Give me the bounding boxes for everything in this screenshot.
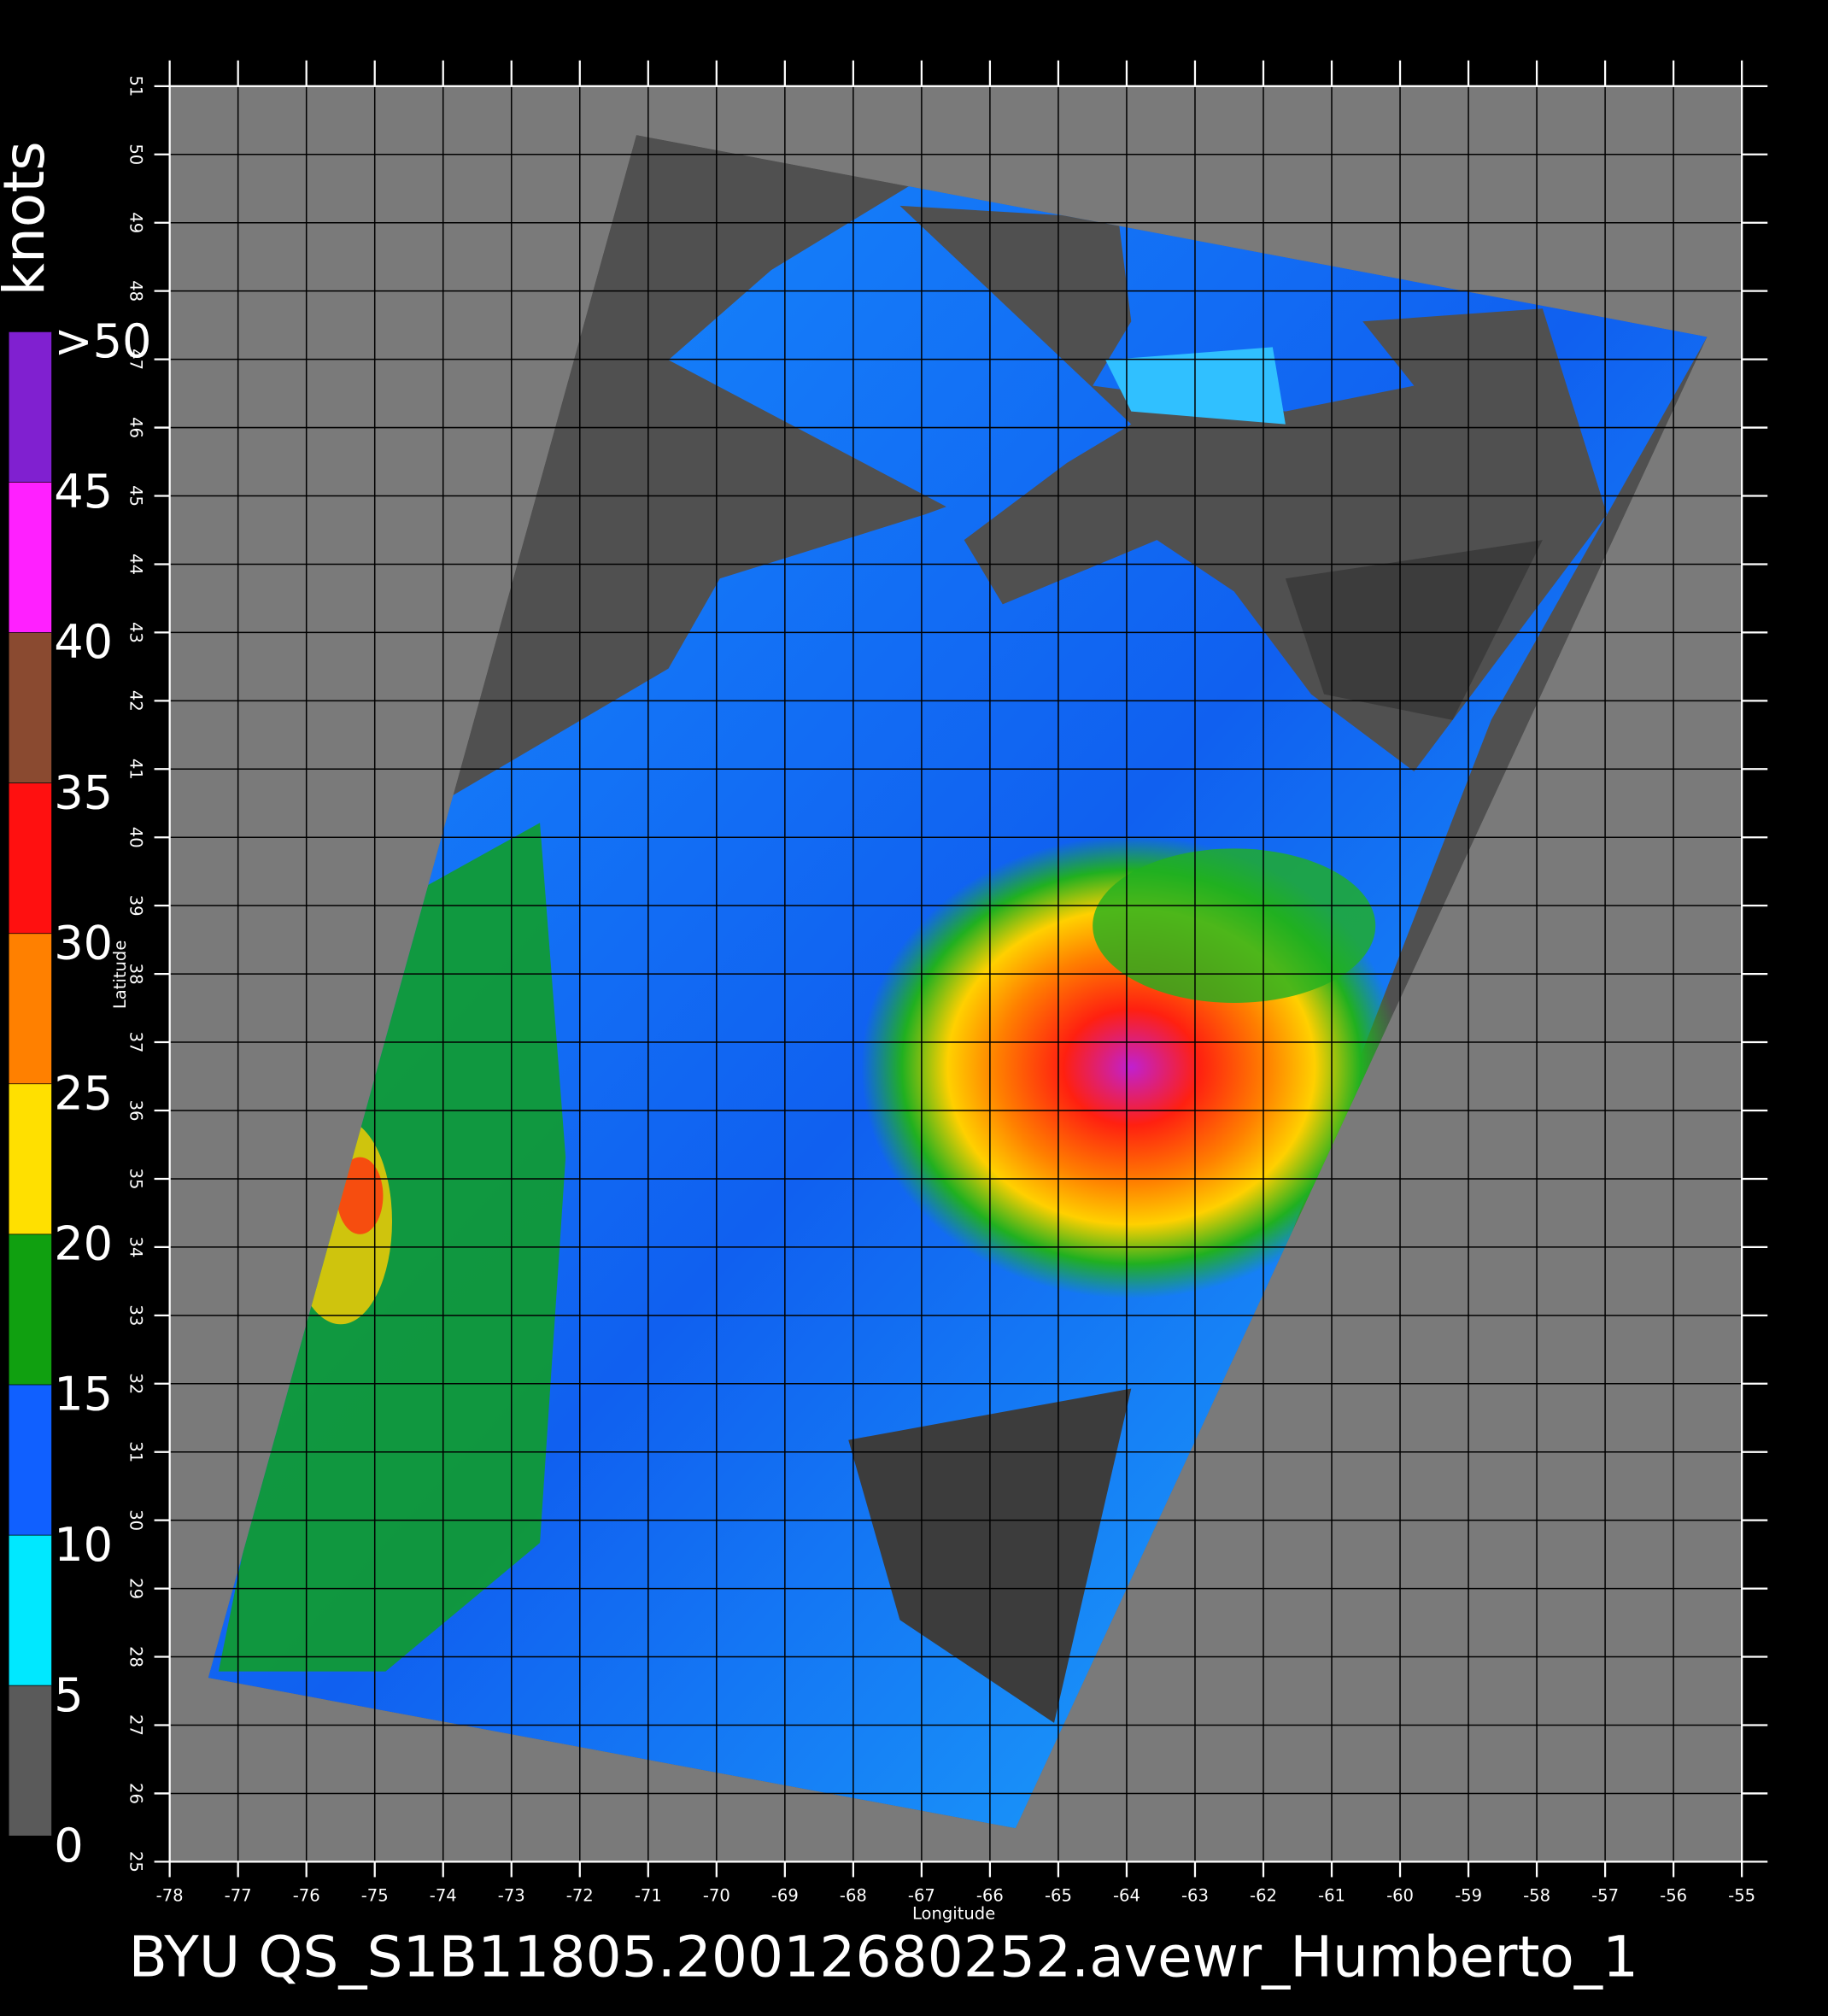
y-tick-label: 25: [126, 1851, 146, 1872]
colorbar-segment: [9, 782, 52, 934]
x-tick-label: -63: [1181, 1886, 1209, 1906]
y-tick-label: 30: [126, 1509, 146, 1531]
x-tick-label: -58: [1523, 1886, 1550, 1906]
colorbar-segment: [9, 1685, 52, 1837]
colorbar-segment: [9, 632, 52, 783]
y-tick-label: 35: [126, 1169, 146, 1190]
x-tick-label: -67: [908, 1886, 935, 1906]
y-tick-label: 41: [126, 759, 146, 780]
axes: -78 -77 -76 -75 -74 -73 -72 -71 -70 -69 -68 -67 -66 -…: [126, 60, 1768, 1906]
x-tick-label: -57: [1591, 1886, 1619, 1906]
colorbar-tick-label: 20: [54, 1217, 113, 1271]
x-tick-label: -70: [703, 1886, 730, 1906]
x-tick-label: -60: [1386, 1886, 1414, 1906]
y-tick-label: 28: [126, 1646, 146, 1667]
grid: [168, 85, 1743, 1863]
y-tick-label: 39: [126, 895, 146, 917]
colorbar-segment: [9, 331, 52, 483]
colorbar-segment: [9, 1083, 52, 1234]
colorbar-tick-label: 15: [54, 1368, 113, 1421]
x-tick-label: -62: [1250, 1886, 1277, 1906]
x-tick-label: -55: [1728, 1886, 1755, 1906]
x-tick-label: -56: [1660, 1886, 1687, 1906]
x-tick-label: -72: [566, 1886, 594, 1906]
x-tick-label: -65: [1045, 1886, 1072, 1906]
x-tick-label: -61: [1318, 1886, 1345, 1906]
colorbar-segment: [9, 482, 52, 633]
y-tick-label: 51: [126, 75, 146, 97]
colorbar-tick-label: 0: [54, 1819, 83, 1872]
x-tick-label: -66: [976, 1886, 1004, 1906]
y-tick-label: 33: [126, 1304, 146, 1326]
y-tick-label: 48: [126, 280, 146, 302]
colorbar-tick-label: 10: [54, 1518, 113, 1572]
x-tick-label: -74: [430, 1886, 457, 1906]
x-tick-label: -59: [1455, 1886, 1482, 1906]
x-tick-label: -71: [635, 1886, 662, 1906]
swath: [208, 135, 1708, 1829]
y-tick-label: 31: [126, 1441, 146, 1462]
y-axis-label: Latitude: [110, 941, 130, 1009]
y-tick-label: 36: [126, 1100, 146, 1122]
x-tick-label: -73: [498, 1886, 525, 1906]
x-tick-label: -69: [771, 1886, 799, 1906]
colorbar-segment: [9, 933, 52, 1084]
y-tick-label: 29: [126, 1578, 146, 1599]
colorbar-tick-label: 45: [54, 465, 113, 519]
x-tick-label: -64: [1113, 1886, 1140, 1906]
colorbar: 0 5 10 15 20 25 30 35 40 45 >50: [9, 314, 152, 1872]
x-tick-label: -76: [293, 1886, 320, 1906]
x-axis-label: Longitude: [912, 1904, 995, 1924]
y-tick-label: 49: [126, 212, 146, 233]
colorbar-segment: [9, 1234, 52, 1385]
colorbar-tick-label: 35: [54, 765, 113, 819]
x-tick-label: -75: [361, 1886, 389, 1906]
colorbar-segment: [9, 1535, 52, 1686]
colorbar-tick-label: 30: [54, 916, 113, 970]
y-tick-label: 44: [126, 554, 146, 575]
colorbar-tick-label: 40: [54, 615, 113, 669]
x-tick-label: -77: [225, 1886, 252, 1906]
colorbar-tick-label: 5: [54, 1668, 83, 1722]
y-tick-label: 26: [126, 1783, 146, 1804]
y-tick-label: 50: [126, 144, 146, 165]
y-tick-label: 40: [126, 827, 146, 848]
y-tick-label: 47: [126, 349, 146, 370]
y-tick-label: 43: [126, 622, 146, 643]
colorbar-title: knots: [0, 141, 57, 296]
y-tick-label: 45: [126, 485, 146, 507]
y-tick-label: 34: [126, 1236, 146, 1257]
chart-title: BYU QS_S1B11805.20012680252.avewr_Humber…: [128, 1924, 1638, 1990]
y-tick-label: 46: [126, 417, 146, 438]
colorbar-segment: [9, 1384, 52, 1536]
colorbar-tick-label: >50: [54, 314, 151, 368]
y-tick-label: 32: [126, 1373, 146, 1394]
x-tick-label: -68: [840, 1886, 867, 1906]
y-tick-label: 42: [126, 690, 146, 712]
y-tick-label: 38: [126, 964, 146, 985]
plot: -78 -77 -76 -75 -74 -73 -72 -71 -70 -69 -68 -67 -66 -…: [0, 60, 1768, 1990]
plot-frame: [168, 85, 1743, 1863]
y-tick-label: 27: [126, 1714, 146, 1736]
colorbar-tick-label: 25: [54, 1066, 113, 1120]
y-tick-label: 37: [126, 1032, 146, 1053]
x-tick-label: -78: [156, 1886, 184, 1906]
